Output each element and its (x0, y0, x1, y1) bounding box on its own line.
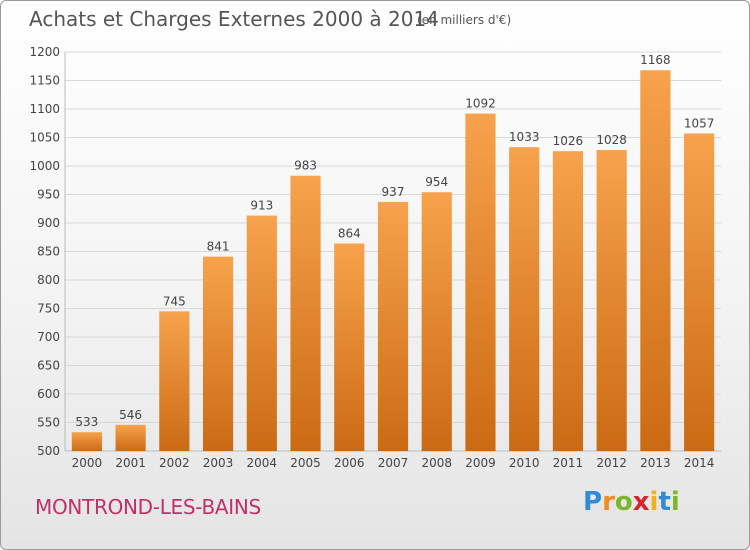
data-label: 864 (338, 227, 361, 241)
bar-2001 (115, 424, 146, 451)
bar-2011 (552, 151, 584, 451)
data-label: 913 (250, 199, 273, 213)
bar-2005 (290, 175, 321, 451)
y-tick-label: 1200 (29, 45, 60, 59)
bar-2002 (159, 311, 190, 451)
x-tick-label: 2007 (378, 456, 409, 470)
x-tick-label: 2006 (334, 456, 365, 470)
bar-2004 (246, 215, 277, 451)
y-tick-label: 1100 (29, 102, 60, 116)
y-tick-label: 1000 (29, 159, 60, 173)
y-tick-label: 1150 (29, 74, 60, 88)
x-tick-label: 2014 (684, 456, 715, 470)
data-label: 983 (294, 159, 317, 173)
y-tick-label: 750 (37, 302, 60, 316)
data-label: 1057 (684, 117, 715, 131)
y-tick-label: 900 (37, 216, 60, 230)
logo-letter: i (670, 487, 680, 517)
y-tick-label: 850 (37, 245, 60, 259)
data-label: 1168 (640, 53, 671, 67)
y-tick-label: 500 (37, 444, 60, 458)
data-label: 1028 (596, 133, 627, 147)
bar-2007 (377, 201, 409, 451)
bar-2013 (640, 70, 671, 452)
chart-subtitle: (en milliers d'€) (417, 13, 512, 27)
logo-letter: r (602, 487, 615, 517)
y-tick-label: 600 (37, 387, 60, 401)
x-tick-label: 2005 (290, 456, 321, 470)
data-label: 546 (119, 408, 142, 422)
x-tick-label: 2001 (115, 456, 146, 470)
x-tick-label: 2004 (247, 456, 278, 470)
x-tick-label: 2012 (596, 456, 627, 470)
data-label: 1026 (553, 134, 584, 148)
proxiti-logo: Proxiti (583, 487, 680, 517)
logo-letter: x (632, 487, 650, 517)
y-tick-label: 1050 (29, 131, 60, 145)
bar-2000 (71, 432, 102, 451)
x-tick-label: 2009 (465, 456, 496, 470)
x-tick-label: 2010 (509, 456, 540, 470)
y-tick-label: 700 (37, 330, 60, 344)
logo-letter: P (583, 487, 603, 517)
x-tick-label: 2003 (203, 456, 234, 470)
x-tick-label: 2002 (159, 456, 190, 470)
bar-2003 (202, 256, 234, 451)
bar-2006 (334, 243, 365, 451)
city-name: MONTROND-LES-BAINS (35, 495, 261, 519)
x-tick-label: 2013 (640, 456, 671, 470)
y-tick-label: 550 (37, 416, 60, 430)
x-tick-label: 2011 (553, 456, 584, 470)
y-tick-label: 800 (37, 273, 60, 287)
bar-2012 (596, 150, 627, 452)
bar-2009 (465, 113, 496, 451)
data-label: 954 (425, 175, 448, 189)
x-tick-label: 2008 (421, 456, 452, 470)
y-tick-label: 950 (37, 188, 60, 202)
data-label: 841 (207, 240, 230, 254)
bar-2008 (421, 192, 452, 451)
logo-letter: o (614, 487, 633, 517)
y-tick-label: 650 (37, 359, 60, 373)
logo-letter: t (658, 487, 671, 517)
data-label: 937 (382, 185, 405, 199)
bar-2010 (509, 147, 540, 451)
logo-letter: i (649, 487, 659, 517)
data-label: 1033 (509, 130, 540, 144)
chart-title: Achats et Charges Externes 2000 à 2014 (29, 7, 439, 31)
data-label: 745 (163, 294, 186, 308)
plot-area: 500 550 600 650 700 750 800 850 900 950 1000 1050 11… (29, 45, 721, 470)
data-label: 533 (75, 415, 98, 429)
bar-2014 (684, 133, 715, 451)
x-tick-label: 2000 (72, 456, 103, 470)
data-label: 1092 (465, 97, 496, 111)
